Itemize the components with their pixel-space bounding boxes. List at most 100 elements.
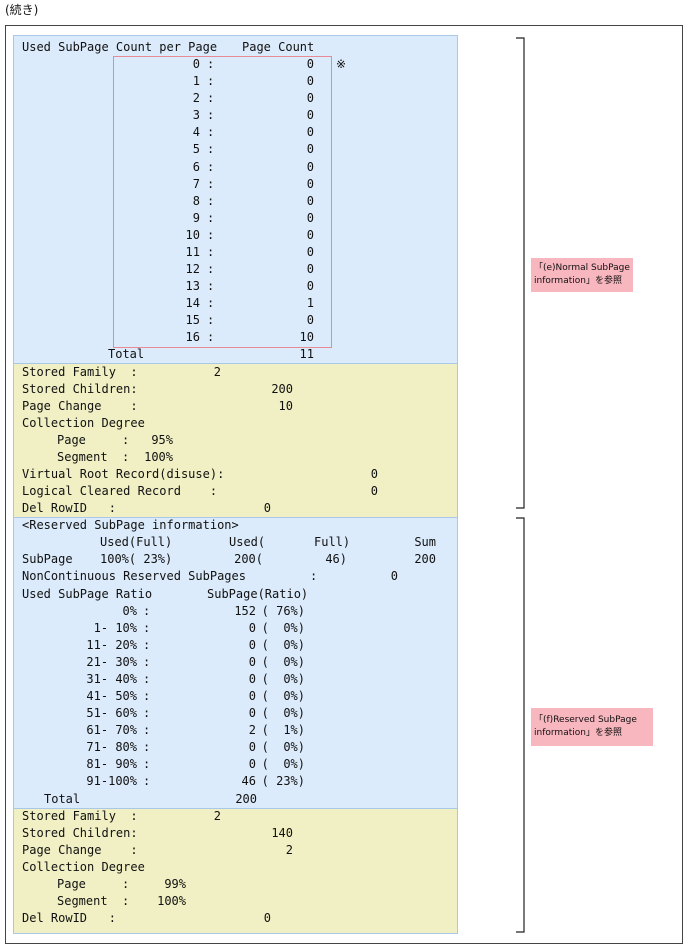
subpage-count: 152	[234, 603, 256, 618]
separator: :	[207, 262, 215, 277]
field-label: Stored Family :	[22, 808, 138, 823]
column-header: Used SubPage Count per Page	[22, 40, 218, 54]
row-label: NonContinuous Reserved SubPages	[22, 569, 246, 584]
field-value: 0	[370, 484, 378, 499]
subpage-count: 0	[248, 671, 256, 686]
subpage-count: 0	[248, 689, 256, 704]
separator: :	[143, 757, 151, 772]
subpage-ratio: ( 0%)	[261, 706, 305, 721]
field-value: 100%	[144, 449, 173, 464]
page-count: 1	[306, 296, 314, 311]
separator: :	[143, 774, 151, 789]
column-header: Used(	[229, 535, 266, 550]
column-header: Used(Full)	[100, 535, 173, 550]
side-note-line: 「(f)Reserved SubPage	[534, 715, 637, 725]
subpage-ratio: ( 0%)	[261, 689, 305, 704]
subpage-ratio: ( 1%)	[261, 723, 305, 738]
cell: 46)	[325, 552, 347, 567]
separator: :	[207, 108, 215, 123]
subpage-count: 0	[248, 740, 256, 755]
field-value: 2	[285, 842, 293, 857]
subpage-count: 0	[248, 706, 256, 721]
separator: :	[143, 740, 151, 755]
page-number: 4	[192, 125, 200, 140]
separator: :	[143, 723, 151, 738]
reserved-area	[13, 517, 458, 809]
field-label: Segment :	[57, 449, 130, 464]
separator: :	[143, 620, 151, 635]
separator: :	[143, 671, 151, 686]
subpage-ratio: ( 0%)	[261, 637, 305, 652]
side-note-line: information」を参照	[534, 728, 622, 738]
subpage-ratio: ( 0%)	[261, 740, 305, 755]
separator: :	[207, 57, 215, 72]
field-value: 0	[263, 501, 271, 516]
page-count: 0	[306, 279, 314, 294]
field-label: Stored Children:	[22, 381, 138, 396]
field-label: Stored Children:	[22, 825, 138, 840]
normal-count-area	[13, 35, 458, 365]
column-header: Page Count	[242, 40, 315, 54]
field-value: 99%	[164, 876, 186, 891]
separator: :	[143, 637, 151, 652]
note-mark: ※	[336, 57, 347, 72]
subpage-ratio: ( 0%)	[261, 654, 305, 669]
separator: :	[207, 296, 215, 311]
ratio-range: 21- 30%	[86, 654, 137, 669]
separator: :	[207, 142, 215, 157]
field-value: 200	[271, 381, 293, 396]
page-number: 13	[185, 279, 200, 294]
subpage-count: 2	[248, 723, 256, 738]
page-number: 0	[192, 57, 200, 72]
separator: :	[143, 706, 151, 721]
separator: :	[207, 159, 215, 174]
subpage-ratio: ( 23%)	[261, 774, 305, 789]
separator: :	[143, 654, 151, 669]
field-label: Collection Degree	[22, 415, 145, 430]
total-label: Total	[44, 791, 81, 806]
separator: :	[310, 569, 318, 584]
field-value: 0	[370, 467, 378, 481]
page-number: 2	[192, 91, 200, 106]
ratio-range: 91-100%	[86, 774, 137, 789]
subpage-ratio: ( 76%)	[261, 603, 305, 618]
separator: :	[207, 313, 215, 328]
separator: :	[207, 91, 215, 106]
ratio-range: 81- 90%	[86, 757, 137, 772]
page-number: 9	[192, 210, 200, 225]
field-value: 140	[271, 825, 293, 840]
ratio-range: 1- 10%	[93, 620, 137, 635]
page-count: 0	[306, 262, 314, 277]
separator: :	[207, 210, 215, 225]
section-title: <Reserved SubPage information>	[22, 518, 239, 533]
page-count: 0	[306, 125, 314, 140]
field-label: Segment :	[57, 894, 130, 908]
separator: :	[207, 244, 215, 259]
side-note: 「(e)Normal SubPage information」を参照	[531, 258, 633, 292]
page-number: 12	[185, 262, 200, 277]
row-label: SubPage	[22, 552, 73, 567]
field-value: 0	[263, 911, 271, 926]
subpage-count: 0	[248, 620, 256, 635]
column-header: SubPage(Ratio)	[207, 586, 309, 601]
field-value: 2	[213, 808, 221, 823]
frame	[5, 25, 683, 944]
separator: :	[143, 689, 151, 704]
page-count: 0	[306, 313, 314, 328]
page-number: 3	[192, 108, 200, 123]
page-count: 0	[306, 108, 314, 123]
page-count: 0	[306, 227, 314, 242]
ratio-range: 51- 60%	[86, 706, 137, 721]
page-count: 0	[306, 74, 314, 89]
ratio-range: 61- 70%	[86, 723, 137, 738]
page-number: 5	[192, 142, 200, 157]
side-note-line: information」を参照	[534, 276, 622, 286]
subpage-ratio: ( 0%)	[261, 620, 305, 635]
side-note: 「(f)Reserved SubPage information」を参照	[531, 708, 653, 746]
field-value: 95%	[151, 432, 173, 447]
ratio-range: 11- 20%	[86, 637, 137, 652]
cell: 200	[414, 552, 436, 567]
total-value: 11	[299, 347, 314, 362]
page-number: 6	[192, 159, 200, 174]
